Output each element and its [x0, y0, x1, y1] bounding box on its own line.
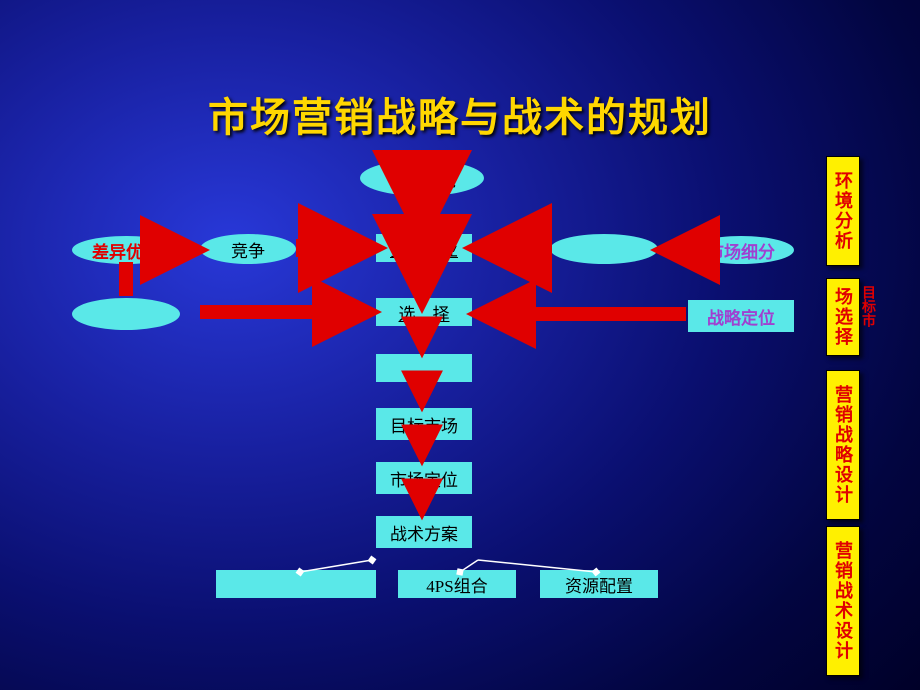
side-tactics-design: 营销战术设计 [826, 526, 860, 676]
side-target-select: 目标市 场选择 [826, 278, 860, 356]
side-env-analysis: 环境分析 [826, 156, 860, 266]
node-enterprise: 企 业 [376, 234, 472, 262]
node-blank-mid [376, 354, 472, 382]
node-4ps: 4PS组合 [398, 570, 516, 598]
slide-title: 市场营销战略与战术的规划 [0, 85, 920, 143]
node-left-blank [72, 298, 180, 330]
node-bottom-blank [216, 570, 376, 598]
node-segmentation: 市场细分 [688, 236, 794, 264]
node-market-position: 市场定位 [376, 462, 472, 494]
node-resource: 资源配置 [540, 570, 658, 598]
side-strategy-design: 营销战略设计 [826, 370, 860, 520]
side-target-sub: 目标市 [857, 285, 877, 327]
node-positioning: 战略定位 [688, 300, 794, 332]
node-right-blank [550, 234, 658, 264]
node-target-market: 目标市场 [376, 408, 472, 440]
node-competition: 竞争 [200, 234, 296, 264]
node-marketing-env: 营销环境 [360, 160, 484, 196]
node-tactics: 战术方案 [376, 516, 472, 548]
node-diff-advantage: 差异优势 [72, 236, 180, 264]
node-select: 选 择 [376, 298, 472, 326]
